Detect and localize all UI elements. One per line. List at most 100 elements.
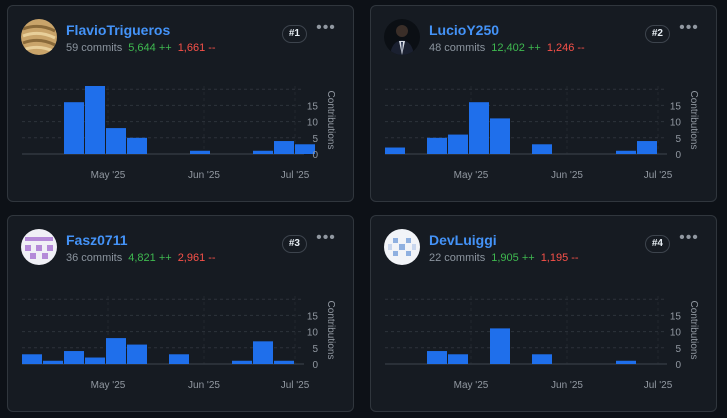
contribution-bar[interactable]: [616, 360, 636, 364]
contribution-bar[interactable]: [532, 144, 552, 154]
contribution-bar[interactable]: [127, 344, 147, 364]
contributor-card-3: Fasz0711 36 commits 4,821 ++ 2,961 -- #3 •…: [7, 215, 354, 412]
contribution-bar[interactable]: [616, 150, 636, 154]
contributor-stats: 48 commits 12,402 ++ 1,246 --: [429, 42, 585, 54]
contribution-bar[interactable]: [85, 86, 105, 154]
y-tick-label: 0: [675, 360, 681, 371]
contribution-bar[interactable]: [448, 354, 468, 364]
contribution-bar[interactable]: [295, 144, 315, 154]
y-tick-label: 5: [312, 344, 318, 355]
additions-count: 1,905 ++: [491, 252, 535, 264]
y-tick-label: 10: [670, 118, 682, 129]
contribution-bar[interactable]: [232, 360, 252, 364]
contribution-bar[interactable]: [43, 360, 63, 364]
y-tick-label: 0: [675, 150, 681, 161]
contribution-bar[interactable]: [490, 328, 510, 364]
contribution-bar[interactable]: [106, 338, 126, 364]
commit-count[interactable]: 59 commits: [66, 42, 123, 54]
y-tick-label: 10: [307, 118, 319, 129]
kebab-menu-icon[interactable]: •••: [316, 19, 336, 36]
y-tick-label: 0: [312, 150, 318, 161]
x-tick-label: Jun '25: [188, 380, 220, 391]
username-link[interactable]: DevLuiggi: [429, 232, 497, 248]
contributions-chart: 0 5 10 15 May '25 Jun '25 Jul '25 Contributions: [385, 296, 699, 391]
rank-badge: #4: [644, 235, 670, 253]
commit-count[interactable]: 48 commits: [429, 42, 486, 54]
contribution-bar[interactable]: [64, 102, 84, 154]
contribution-bar[interactable]: [469, 102, 489, 154]
x-tick-label: Jul '25: [281, 170, 310, 181]
deletions-count: 1,195 --: [540, 252, 579, 264]
contributor-stats: 59 commits 5,644 ++ 1,661 --: [66, 42, 216, 54]
contributor-stats: 36 commits 4,821 ++ 2,961 --: [66, 252, 216, 264]
avatar[interactable]: [384, 19, 420, 55]
username-link[interactable]: LucioY250: [429, 22, 500, 38]
additions-count: 5,644 ++: [128, 42, 172, 54]
contribution-bar[interactable]: [274, 141, 294, 154]
kebab-menu-icon[interactable]: •••: [316, 229, 336, 246]
x-tick-label: Jun '25: [551, 170, 583, 181]
rank-badge: #2: [644, 25, 670, 43]
y-tick-label: 10: [670, 328, 682, 339]
contributor-card-4: DevLuiggi 22 commits 1,905 ++ 1,195 -- #4 …: [370, 215, 717, 412]
x-tick-label: May '25: [454, 170, 489, 181]
additions-count: 12,402 ++: [491, 42, 541, 54]
contribution-bar[interactable]: [448, 134, 468, 154]
kebab-menu-icon[interactable]: •••: [679, 19, 699, 36]
username-link[interactable]: FlavioTrigueros: [66, 22, 171, 38]
y-tick-label: 15: [307, 101, 319, 112]
contributor-card-1: FlavioTrigueros 59 commits 5,644 ++ 1,661 …: [7, 5, 354, 202]
username-link[interactable]: Fasz0711: [66, 232, 128, 248]
contributions-chart: 0 5 10 15 May '25 Jun '25 Jul '25 Contributions: [22, 86, 336, 181]
wheat-avatar-icon: [21, 19, 57, 55]
pixel-blocks-avatar-icon: [384, 229, 420, 265]
x-tick-label: May '25: [91, 380, 126, 391]
y-axis-label: Contributions: [325, 301, 336, 360]
y-axis-label: Contributions: [688, 301, 699, 360]
contribution-bar[interactable]: [532, 354, 552, 364]
y-axis-label: Contributions: [688, 91, 699, 150]
y-tick-label: 15: [670, 311, 682, 322]
x-tick-label: Jul '25: [644, 380, 673, 391]
contribution-bar[interactable]: [85, 357, 105, 364]
contribution-bar[interactable]: [127, 137, 147, 154]
contributor-stats: 22 commits 1,905 ++ 1,195 --: [429, 252, 579, 264]
person-photo-avatar-icon: [384, 19, 420, 55]
commit-count[interactable]: 22 commits: [429, 252, 486, 264]
contribution-bar[interactable]: [106, 128, 126, 154]
x-tick-label: Jun '25: [188, 170, 220, 181]
y-tick-label: 15: [670, 101, 682, 112]
rank-badge: #1: [281, 25, 307, 43]
contribution-bar[interactable]: [64, 351, 84, 364]
deletions-count: 2,961 --: [177, 252, 216, 264]
contribution-bar[interactable]: [169, 354, 189, 364]
pixel-pattern-avatar-icon: [21, 229, 57, 265]
avatar[interactable]: [21, 19, 57, 55]
y-tick-label: 10: [307, 328, 319, 339]
contribution-bar[interactable]: [385, 147, 405, 154]
y-axis-label: Contributions: [325, 91, 336, 150]
rank-badge: #3: [281, 235, 307, 253]
contributor-card-2: LucioY250 48 commits 12,402 ++ 1,246 -- #2…: [370, 5, 717, 202]
kebab-menu-icon[interactable]: •••: [679, 229, 699, 246]
contribution-bar[interactable]: [253, 150, 273, 154]
contribution-bar[interactable]: [190, 150, 210, 154]
contribution-bar[interactable]: [274, 360, 294, 364]
y-tick-label: 15: [307, 311, 319, 322]
contribution-bar[interactable]: [253, 341, 273, 364]
deletions-count: 1,661 --: [177, 42, 216, 54]
contributions-chart: 0 5 10 15 May '25 Jun '25 Jul '25 Contributions: [385, 86, 699, 181]
contribution-bar[interactable]: [22, 354, 42, 364]
x-tick-label: Jul '25: [644, 170, 673, 181]
contribution-bar[interactable]: [637, 141, 657, 154]
y-tick-label: 0: [312, 360, 318, 371]
avatar[interactable]: [21, 229, 57, 265]
contribution-bar[interactable]: [427, 351, 447, 364]
commit-count[interactable]: 36 commits: [66, 252, 123, 264]
avatar[interactable]: [384, 229, 420, 265]
contribution-bar[interactable]: [490, 118, 510, 154]
additions-count: 4,821 ++: [128, 252, 172, 264]
contribution-bar[interactable]: [427, 137, 447, 154]
y-tick-label: 5: [675, 344, 681, 355]
y-tick-label: 5: [675, 134, 681, 145]
